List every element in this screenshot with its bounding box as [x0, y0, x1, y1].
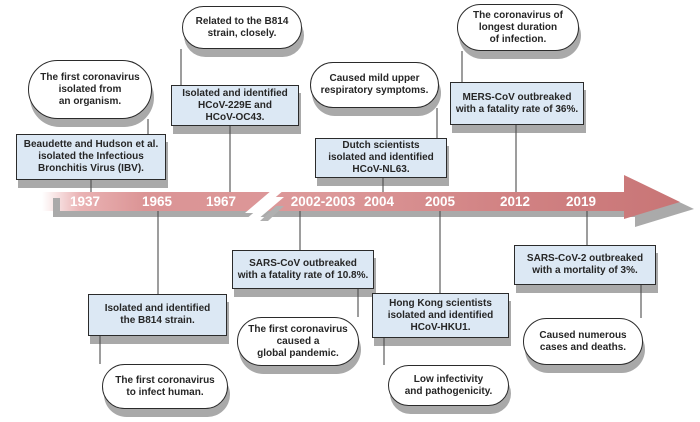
svg-text:2012: 2012 [500, 194, 530, 209]
svg-text:1965: 1965 [142, 194, 173, 209]
svg-text:2002-2003: 2002-2003 [291, 194, 356, 209]
svg-text:1937: 1937 [70, 194, 100, 209]
svg-text:2004: 2004 [364, 194, 395, 209]
svg-text:2005: 2005 [425, 194, 456, 209]
svg-text:1967: 1967 [206, 194, 236, 209]
svg-text:2019: 2019 [566, 194, 596, 209]
